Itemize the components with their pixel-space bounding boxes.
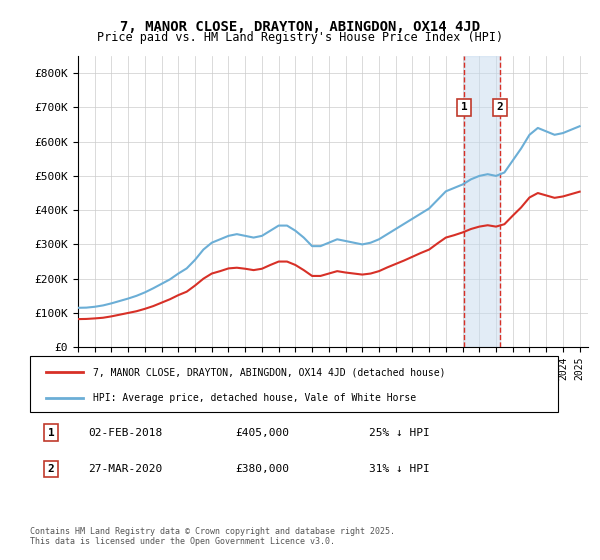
Text: 31% ↓ HPI: 31% ↓ HPI (369, 464, 430, 474)
Text: HPI: Average price, detached house, Vale of White Horse: HPI: Average price, detached house, Vale… (94, 393, 416, 403)
Text: £405,000: £405,000 (235, 428, 289, 437)
Bar (464, 56, 500, 347)
Text: 7, MANOR CLOSE, DRAYTON, ABINGDON, OX14 4JD (detached house): 7, MANOR CLOSE, DRAYTON, ABINGDON, OX14 … (94, 367, 446, 377)
Text: 7, MANOR CLOSE, DRAYTON, ABINGDON, OX14 4JD: 7, MANOR CLOSE, DRAYTON, ABINGDON, OX14 … (120, 20, 480, 34)
Text: Contains HM Land Registry data © Crown copyright and database right 2025.
This d: Contains HM Land Registry data © Crown c… (30, 526, 395, 546)
Text: 27-MAR-2020: 27-MAR-2020 (88, 464, 162, 474)
Text: 2: 2 (48, 464, 55, 474)
Text: 1: 1 (461, 102, 467, 113)
Text: Price paid vs. HM Land Registry's House Price Index (HPI): Price paid vs. HM Land Registry's House … (97, 31, 503, 44)
Text: £380,000: £380,000 (235, 464, 289, 474)
Text: 1: 1 (48, 428, 55, 437)
Text: 25% ↓ HPI: 25% ↓ HPI (369, 428, 430, 437)
Text: 02-FEB-2018: 02-FEB-2018 (88, 428, 162, 437)
FancyBboxPatch shape (30, 356, 558, 412)
Text: 2: 2 (497, 102, 503, 113)
